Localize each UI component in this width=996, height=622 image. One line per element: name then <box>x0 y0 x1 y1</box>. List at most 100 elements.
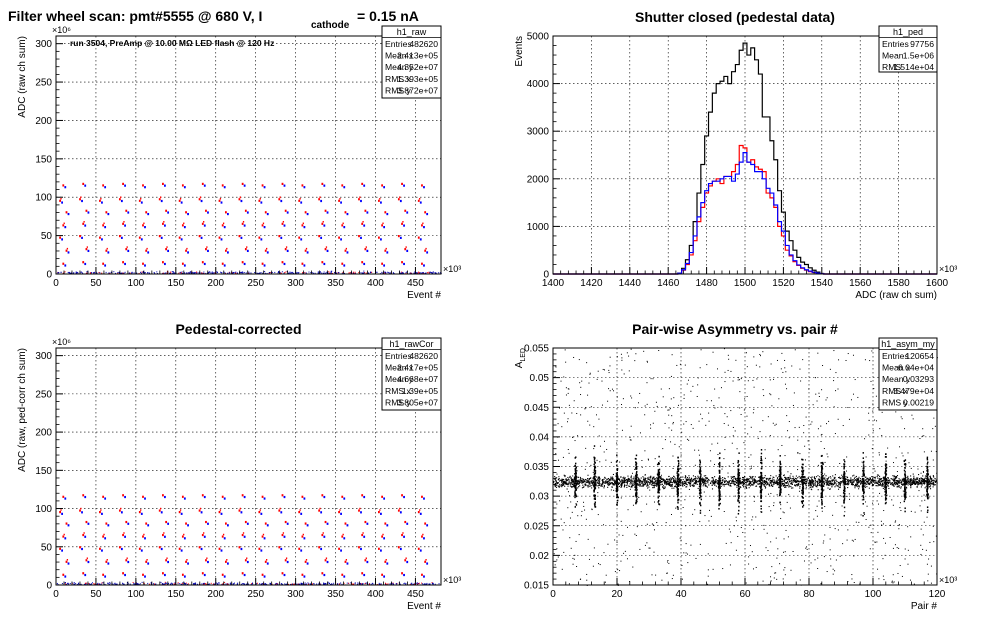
background-point <box>580 386 582 388</box>
data-point-baseline <box>136 272 138 274</box>
band-point <box>623 485 626 487</box>
data-point-series-a <box>261 573 264 576</box>
band-point <box>650 481 653 483</box>
band-point <box>839 476 841 478</box>
data-point-series-a <box>79 234 81 238</box>
band-point <box>913 481 916 483</box>
band-point <box>734 483 737 485</box>
band-point <box>659 477 661 479</box>
band-point <box>714 481 716 483</box>
background-point <box>756 378 758 380</box>
band-point <box>770 475 772 477</box>
background-point <box>644 450 646 452</box>
band-point <box>674 477 676 479</box>
band-point <box>886 481 888 484</box>
background-point <box>848 418 850 420</box>
band-point <box>746 477 748 479</box>
band-point <box>628 485 631 487</box>
band-point <box>654 481 656 483</box>
data-point-series-a <box>397 546 400 549</box>
band-point <box>615 475 617 477</box>
data-point-series-a <box>186 247 188 250</box>
band-point <box>736 478 738 480</box>
data-point-series-a <box>405 246 407 248</box>
band-point <box>776 477 779 479</box>
data-point-baseline <box>67 582 69 584</box>
data-point-series-a <box>120 507 122 510</box>
background-point <box>717 454 719 456</box>
band-point <box>877 482 879 484</box>
band-point <box>807 477 809 479</box>
data-point-baseline <box>325 583 327 585</box>
band-point <box>810 481 812 483</box>
background-point <box>683 423 685 425</box>
band-point <box>687 481 689 484</box>
background-point <box>695 481 697 483</box>
x-tick-label: 250 <box>247 589 264 600</box>
band-point <box>610 476 612 478</box>
band-point <box>747 478 750 480</box>
data-point-baseline <box>387 583 389 585</box>
band-point <box>744 479 746 481</box>
data-point-series-b <box>207 560 209 564</box>
data-point-baseline <box>304 272 306 274</box>
data-point-series-a <box>62 224 65 227</box>
background-point <box>622 534 624 536</box>
data-point-series-b <box>200 511 203 514</box>
band-point <box>809 480 811 482</box>
data-point-series-a <box>322 532 324 534</box>
data-point-baseline <box>174 582 176 584</box>
data-point-series-b <box>423 264 425 267</box>
data-point-baseline <box>57 583 59 585</box>
data-point-baseline <box>197 583 199 585</box>
band-point <box>750 477 752 479</box>
background-point <box>815 377 817 379</box>
data-point-series-b <box>403 573 405 577</box>
band-point <box>925 478 927 480</box>
background-point <box>673 397 675 399</box>
asymmetry-points <box>553 348 938 586</box>
data-point-baseline <box>266 583 268 585</box>
background-point <box>675 507 677 509</box>
band-point <box>835 485 837 487</box>
background-point <box>908 462 910 464</box>
band-point <box>670 481 672 483</box>
band-point <box>695 480 697 482</box>
band-point <box>784 476 786 478</box>
band-point <box>598 484 600 486</box>
band-point <box>850 478 852 480</box>
data-point-series-a <box>381 495 384 498</box>
background-point <box>563 376 565 378</box>
data-point-baseline <box>307 582 309 584</box>
data-point-baseline <box>179 583 181 585</box>
data-point-baseline <box>174 583 176 585</box>
background-point <box>639 392 641 394</box>
band-point <box>895 480 897 482</box>
data-point-baseline <box>400 272 402 274</box>
stats-row-label: RMS y <box>385 85 411 95</box>
band-point <box>892 484 894 486</box>
data-point-series-b <box>306 251 309 254</box>
data-point-series-b <box>207 522 209 525</box>
band-point <box>903 477 905 479</box>
background-point <box>818 395 820 397</box>
data-point-baseline <box>218 583 220 585</box>
band-point <box>902 480 904 482</box>
band-point <box>697 480 700 482</box>
background-point <box>662 396 664 398</box>
band-point <box>871 484 874 486</box>
band-point <box>573 484 575 486</box>
data-point-baseline <box>312 272 314 274</box>
chart-panel-p2: 1400 1420 1440 1460 1480 1500 1520 1540 1560 1580… <box>514 9 957 301</box>
x-tick-label: 1440 <box>619 278 642 289</box>
band-point <box>636 479 638 481</box>
data-point-baseline <box>88 583 90 585</box>
band-point <box>831 479 833 481</box>
stats-box-frame <box>381 337 442 411</box>
band-point <box>893 483 895 485</box>
data-point-series-b <box>160 236 163 239</box>
data-point-series-a <box>305 247 308 250</box>
data-point-series-a <box>381 184 384 187</box>
background-point <box>623 552 625 554</box>
data-point-baseline <box>144 272 146 274</box>
